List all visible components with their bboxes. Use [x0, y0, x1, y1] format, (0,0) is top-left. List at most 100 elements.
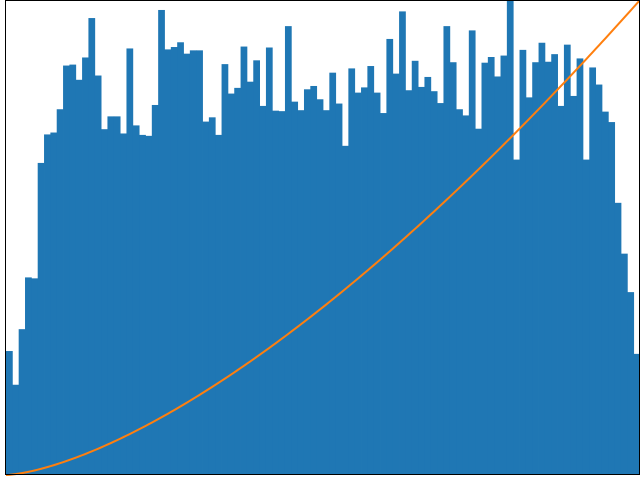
histogram-bar [487, 57, 495, 475]
histogram-bar [443, 26, 451, 475]
histogram-bar [411, 60, 419, 476]
histogram-bar [361, 87, 368, 476]
histogram-bar [620, 253, 628, 475]
histogram-bar [12, 384, 20, 475]
histogram-bar [538, 42, 546, 475]
histogram-bar [113, 116, 121, 475]
histogram-bar [380, 113, 387, 476]
histogram-bar [437, 103, 444, 475]
histogram-bar [348, 68, 356, 476]
histogram-bar [519, 49, 527, 475]
histogram-bar [342, 145, 349, 475]
histogram-bar [316, 99, 324, 476]
histogram-bar [627, 292, 635, 475]
histogram-bar [468, 30, 476, 476]
histogram-bar [449, 62, 457, 475]
histogram-bar [329, 72, 337, 476]
histogram-bar [614, 202, 622, 475]
histogram-bar [532, 62, 539, 475]
histogram-bar [335, 103, 343, 476]
histogram-bar [177, 42, 184, 476]
histogram-bar [297, 110, 305, 475]
histogram-bar [544, 61, 552, 475]
histogram-bar [456, 109, 463, 475]
histogram-bar [88, 18, 96, 476]
histogram-bar [234, 87, 241, 475]
histogram-bar [221, 64, 229, 475]
histogram-bar [303, 89, 311, 476]
histogram-bar [462, 115, 470, 476]
histogram-bar [215, 134, 222, 475]
histogram-bar [101, 129, 108, 475]
histogram-bar [246, 81, 254, 475]
histogram-bar [576, 58, 584, 476]
histogram-bar [107, 116, 115, 475]
histogram-bar [589, 67, 597, 475]
histogram-bar [25, 277, 32, 475]
histogram-bar [189, 50, 197, 475]
histogram-bar [633, 353, 640, 475]
histogram-bar [183, 53, 191, 476]
histogram-bar [75, 79, 83, 476]
histogram-bar [475, 128, 482, 475]
histogram-bars [6, 0, 640, 476]
histogram-bar [18, 329, 26, 475]
histogram-bar [284, 26, 292, 475]
histogram-bar [82, 57, 89, 475]
histogram-bar [494, 76, 501, 475]
histogram-bar [323, 110, 330, 475]
histogram-bar [56, 109, 64, 475]
histogram-bar [525, 97, 533, 475]
histogram-bar [44, 134, 51, 476]
histogram-bar [164, 49, 172, 476]
histogram-bar [418, 86, 425, 476]
histogram-bar [506, 0, 514, 475]
histogram-bar [94, 75, 102, 476]
histogram-bar [386, 38, 394, 475]
histogram-bar [6, 351, 13, 475]
histogram-bar [424, 76, 432, 475]
histogram-bar [265, 47, 273, 475]
histogram-bar [202, 121, 210, 475]
histogram-bar [69, 64, 77, 475]
histogram-bar [405, 90, 413, 475]
histogram-bar [196, 50, 203, 475]
histogram-bar [158, 9, 165, 475]
histogram-bar [367, 66, 375, 476]
histogram-bar [481, 62, 489, 475]
histogram-bar [37, 162, 45, 476]
histogram-bar [310, 85, 318, 475]
histogram-bar [595, 84, 603, 476]
histogram-bar [151, 104, 159, 475]
histogram-bar [259, 105, 267, 476]
histogram-bar [551, 54, 558, 476]
histogram-bar [50, 132, 58, 475]
histogram-bar [31, 278, 39, 475]
cdf-curve [5, 0, 640, 476]
histogram-bar [170, 47, 178, 476]
histogram-bar [145, 135, 153, 475]
histogram-bar [563, 44, 571, 476]
histogram-bar [63, 65, 70, 476]
histogram-bar [500, 55, 508, 475]
histogram-bar [120, 133, 127, 475]
histogram-bar [253, 60, 260, 475]
histogram-bar [608, 122, 616, 475]
histogram-bar [373, 92, 381, 475]
histogram-bar [126, 48, 134, 475]
histogram-bar [208, 117, 216, 475]
histogram-bar [354, 92, 362, 475]
histogram-bar [139, 134, 146, 475]
histogram-bar [278, 111, 286, 476]
histogram-bar [557, 105, 565, 476]
histogram-bar [430, 91, 438, 475]
histogram-bar [132, 125, 140, 476]
histogram-bar [513, 159, 520, 475]
histogram-bar [240, 46, 248, 476]
histogram-bar [399, 11, 406, 476]
histogram-bar [601, 111, 609, 475]
histogram-bar [227, 93, 235, 475]
histogram-bar [570, 95, 577, 475]
histogram-bar [291, 101, 299, 476]
